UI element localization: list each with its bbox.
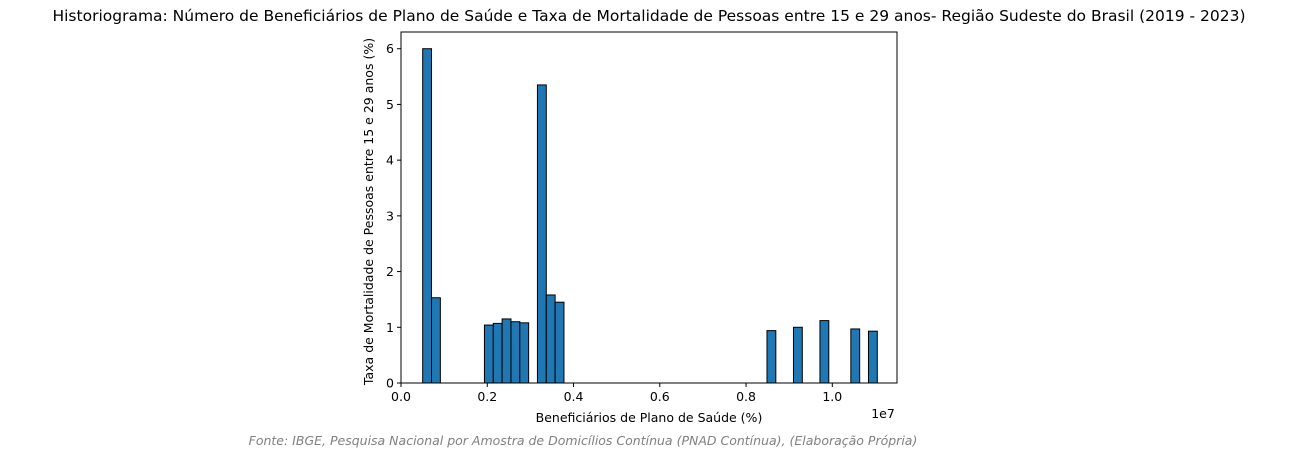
chart-title: Historiograma: Número de Beneficiários d…: [52, 7, 1245, 25]
histogram-bar: [492, 322, 503, 384]
y-tick-label: 2: [386, 264, 394, 279]
x-tick-label: 0.6: [650, 389, 670, 404]
x-tick-label: 1.0: [822, 389, 842, 404]
y-tick-label: 6: [386, 41, 394, 56]
x-axis-ticks: 0.0 0.2 0.4 0.6 0.8 1.0: [391, 383, 842, 404]
y-axis-ticks: 0 1 2 3 4 5 6: [386, 41, 401, 391]
histogram-bar: [536, 84, 547, 384]
y-axis-label: Taxa de Mortalidade de Pessoas entre 15 …: [361, 38, 376, 386]
histogram-bar: [431, 297, 441, 384]
histogram-bar: [850, 328, 861, 384]
histogram-bar: [545, 294, 556, 384]
x-axis-label: Beneficiários de Plano de Saúde (%): [536, 410, 763, 425]
x-tick-label: 0.4: [564, 389, 584, 404]
histogram-bar: [422, 48, 433, 384]
x-tick-label: 0.0: [391, 389, 411, 404]
y-tick-label: 5: [386, 97, 394, 112]
histogram-bar: [766, 330, 777, 384]
histogram-bar: [792, 326, 803, 384]
y-tick-label: 4: [386, 153, 394, 168]
bars-group: [422, 48, 878, 384]
y-tick-label: 0: [386, 376, 394, 391]
histogram-bar: [519, 322, 530, 384]
histogram-bar: [867, 330, 878, 384]
histogram-bar: [501, 318, 512, 384]
histogram-bar: [483, 324, 494, 384]
x-tick-label: 0.8: [736, 389, 756, 404]
histogram-bar: [819, 320, 830, 384]
plot-frame: [400, 31, 898, 384]
histogram-bar: [510, 321, 521, 384]
y-tick-label: 3: [386, 208, 394, 223]
x-tick-label: 0.2: [477, 389, 497, 404]
histogram-bar: [554, 301, 565, 384]
x-axis-offset-label: 1e7: [871, 406, 895, 421]
source-note: Fonte: IBGE, Pesquisa Nacional por Amost…: [249, 433, 918, 448]
y-tick-label: 1: [386, 320, 394, 335]
